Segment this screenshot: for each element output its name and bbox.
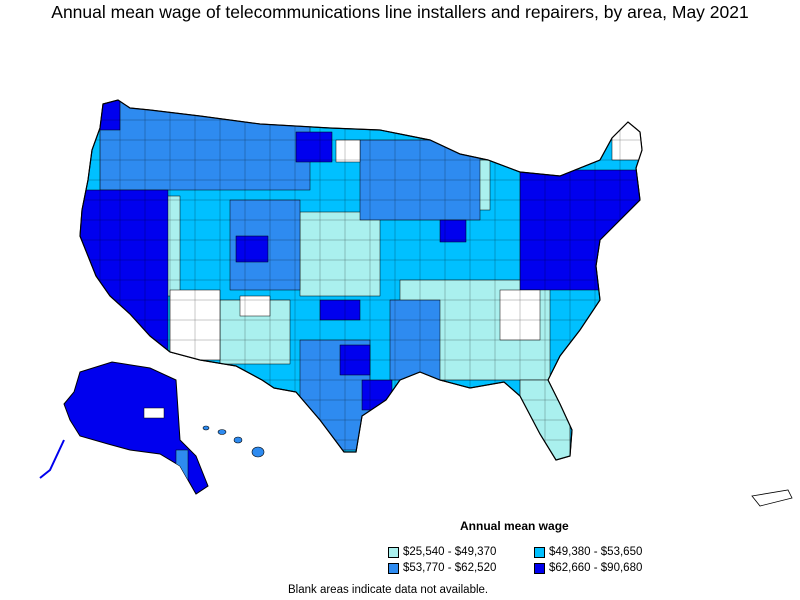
region-northeast <box>519 169 642 291</box>
region-chicago <box>439 219 467 243</box>
legend-label: $25,540 - $49,370 <box>403 546 497 558</box>
legend-label: $53,770 - $62,520 <box>403 562 497 574</box>
region-northwest <box>99 100 311 191</box>
region-montana-east <box>295 131 333 163</box>
legend-swatch <box>388 546 399 558</box>
legend-swatch <box>534 562 545 574</box>
region-north-dakota-nodata <box>335 139 361 163</box>
region-denver <box>235 235 269 263</box>
alaska <box>39 361 209 495</box>
legend-label: $49,380 - $53,650 <box>549 546 643 558</box>
legend-item-bin-2: $49,380 - $53,650 <box>534 546 642 558</box>
legend-item-bin-1: $25,540 - $49,370 <box>388 546 496 558</box>
map-title: Annual mean wage of telecommunications l… <box>51 2 749 22</box>
legend-swatch <box>388 562 399 574</box>
legend-swatch <box>534 546 545 558</box>
puerto-rico <box>751 489 793 507</box>
region-new-mexico-nodata <box>239 295 271 317</box>
legend-item-bin-4: $62,660 - $90,680 <box>534 562 642 574</box>
region-oklahoma <box>319 299 361 321</box>
hawaii <box>202 425 265 458</box>
legend-title: Annual mean wage <box>460 519 569 533</box>
footnote: Blank areas indicate data not available. <box>288 584 489 596</box>
legend-item-bin-3: $53,770 - $62,520 <box>388 562 496 574</box>
legend-label: $62,660 - $90,680 <box>549 562 643 574</box>
region-california <box>80 189 169 351</box>
region-great-plains <box>299 211 381 297</box>
